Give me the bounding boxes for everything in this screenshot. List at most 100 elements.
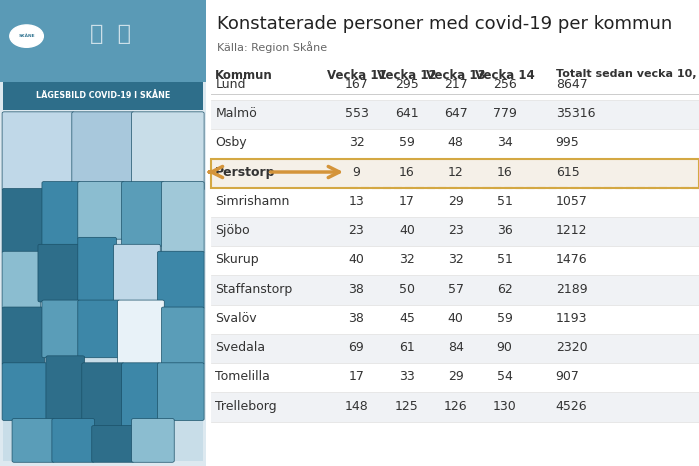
FancyBboxPatch shape xyxy=(2,251,41,309)
FancyBboxPatch shape xyxy=(211,276,699,305)
Text: 61: 61 xyxy=(399,341,415,354)
FancyBboxPatch shape xyxy=(117,300,164,365)
FancyBboxPatch shape xyxy=(122,182,164,246)
Text: 57: 57 xyxy=(448,282,463,295)
Text: 16: 16 xyxy=(497,165,512,178)
Text: 8647: 8647 xyxy=(556,78,587,91)
Text: 40: 40 xyxy=(349,254,364,266)
Text: 59: 59 xyxy=(399,136,415,149)
Text: 23: 23 xyxy=(349,224,364,237)
FancyBboxPatch shape xyxy=(211,71,699,100)
Text: 1476: 1476 xyxy=(556,254,587,266)
FancyBboxPatch shape xyxy=(92,425,134,462)
Text: 1212: 1212 xyxy=(556,224,587,237)
Text: Totalt sedan vecka 10, 2020: Totalt sedan vecka 10, 2020 xyxy=(556,69,699,79)
Text: 29: 29 xyxy=(448,370,463,384)
FancyBboxPatch shape xyxy=(122,363,160,427)
FancyBboxPatch shape xyxy=(211,335,699,363)
FancyBboxPatch shape xyxy=(46,356,85,420)
Text: 1193: 1193 xyxy=(556,312,587,325)
Text: Staffanstorp: Staffanstorp xyxy=(215,282,293,295)
FancyBboxPatch shape xyxy=(12,418,55,462)
FancyBboxPatch shape xyxy=(3,113,203,461)
FancyBboxPatch shape xyxy=(211,159,699,187)
Text: 29: 29 xyxy=(448,195,463,208)
Text: 615: 615 xyxy=(556,165,579,178)
FancyBboxPatch shape xyxy=(211,247,699,275)
Text: Svedala: Svedala xyxy=(215,341,266,354)
FancyBboxPatch shape xyxy=(0,0,206,466)
Text: 33: 33 xyxy=(399,370,415,384)
Text: 148: 148 xyxy=(345,399,368,412)
FancyBboxPatch shape xyxy=(131,112,204,191)
Text: 90: 90 xyxy=(497,341,512,354)
Text: 647: 647 xyxy=(444,107,468,120)
FancyBboxPatch shape xyxy=(38,244,80,302)
Text: Svalöv: Svalöv xyxy=(215,312,257,325)
Text: SKÅNE: SKÅNE xyxy=(18,34,35,38)
FancyBboxPatch shape xyxy=(42,300,80,358)
FancyBboxPatch shape xyxy=(131,418,174,462)
Text: Tomelilla: Tomelilla xyxy=(215,370,271,384)
Text: Källa: Region Skåne: Källa: Region Skåne xyxy=(217,41,327,53)
Text: 69: 69 xyxy=(349,341,364,354)
Text: Malmö: Malmö xyxy=(215,107,257,120)
Text: 51: 51 xyxy=(497,195,512,208)
FancyBboxPatch shape xyxy=(78,237,117,302)
Text: 553: 553 xyxy=(345,107,368,120)
Text: 51: 51 xyxy=(497,254,512,266)
Text: 32: 32 xyxy=(349,136,364,149)
FancyBboxPatch shape xyxy=(52,418,94,462)
Text: 23: 23 xyxy=(448,224,463,237)
Text: 2189: 2189 xyxy=(556,282,587,295)
Text: 38: 38 xyxy=(349,312,364,325)
Text: Vecka 13: Vecka 13 xyxy=(426,69,486,82)
FancyBboxPatch shape xyxy=(157,251,204,309)
Text: 17: 17 xyxy=(349,370,364,384)
Text: Trelleborg: Trelleborg xyxy=(215,399,277,412)
Text: 125: 125 xyxy=(395,399,419,412)
Text: 779: 779 xyxy=(493,107,517,120)
FancyBboxPatch shape xyxy=(114,244,160,309)
Text: 32: 32 xyxy=(399,254,415,266)
Text: 217: 217 xyxy=(444,78,468,91)
Text: 59: 59 xyxy=(497,312,512,325)
FancyBboxPatch shape xyxy=(211,101,699,129)
Text: Kommun: Kommun xyxy=(215,69,273,82)
FancyBboxPatch shape xyxy=(82,363,124,427)
Text: Skurup: Skurup xyxy=(215,254,259,266)
FancyBboxPatch shape xyxy=(211,393,699,422)
FancyBboxPatch shape xyxy=(161,307,204,365)
Text: 48: 48 xyxy=(448,136,463,149)
Text: 17: 17 xyxy=(399,195,415,208)
Text: 12: 12 xyxy=(448,165,463,178)
Text: 2320: 2320 xyxy=(556,341,587,354)
Text: 256: 256 xyxy=(493,78,517,91)
Text: 13: 13 xyxy=(349,195,364,208)
Text: 34: 34 xyxy=(497,136,512,149)
FancyBboxPatch shape xyxy=(211,305,699,334)
Text: 84: 84 xyxy=(448,341,463,354)
Text: 9: 9 xyxy=(352,165,361,178)
Text: Vecka 11: Vecka 11 xyxy=(326,69,387,82)
Text: Perstorp: Perstorp xyxy=(215,165,276,178)
FancyBboxPatch shape xyxy=(78,182,124,239)
Text: 36: 36 xyxy=(497,224,512,237)
FancyBboxPatch shape xyxy=(157,363,204,420)
Text: 54: 54 xyxy=(497,370,512,384)
Text: ✋  ✋: ✋ ✋ xyxy=(89,24,131,44)
FancyBboxPatch shape xyxy=(161,182,204,253)
Text: 641: 641 xyxy=(395,107,419,120)
Text: 907: 907 xyxy=(556,370,579,384)
Text: 32: 32 xyxy=(448,254,463,266)
Text: 45: 45 xyxy=(399,312,415,325)
Text: Lund: Lund xyxy=(215,78,246,91)
Text: 35316: 35316 xyxy=(556,107,596,120)
Text: 50: 50 xyxy=(399,282,415,295)
Text: Simrishamn: Simrishamn xyxy=(215,195,289,208)
FancyBboxPatch shape xyxy=(72,112,134,184)
FancyBboxPatch shape xyxy=(0,0,206,82)
Text: 40: 40 xyxy=(448,312,463,325)
Text: Konstaterade personer med covid-19 per kommun: Konstaterade personer med covid-19 per k… xyxy=(217,15,672,33)
FancyBboxPatch shape xyxy=(211,364,699,392)
